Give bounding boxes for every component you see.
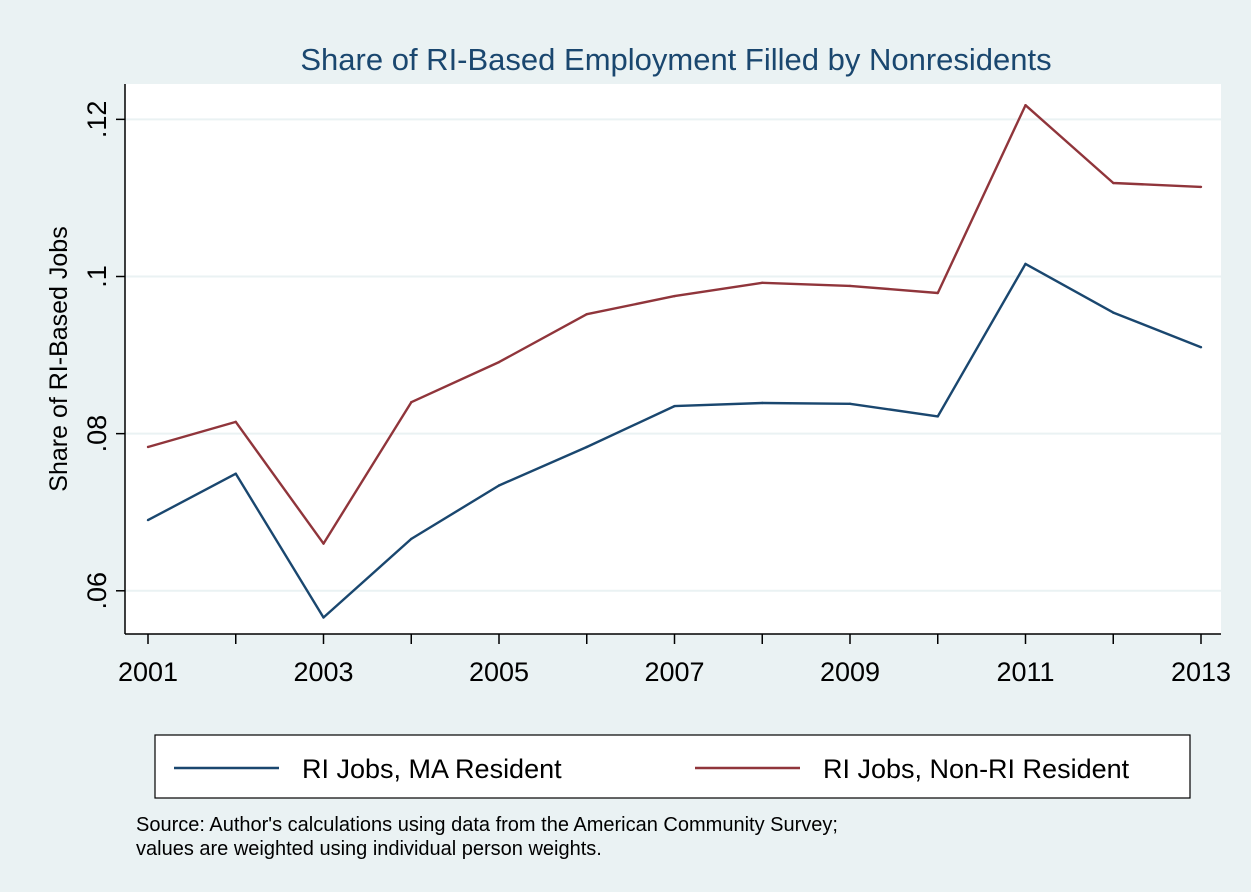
series-1-point bbox=[936, 415, 939, 418]
legend-box bbox=[154, 734, 1191, 799]
chart-title: Share of RI-Based Employment Filled by N… bbox=[300, 42, 1051, 77]
series-2-point bbox=[673, 294, 676, 298]
series-1-point bbox=[761, 401, 764, 405]
note-line-1: Source: Author's calculations using data… bbox=[136, 814, 838, 836]
x-tick-label: 2007 bbox=[644, 657, 704, 687]
series-2-point bbox=[410, 401, 413, 404]
x-tick-label: 2013 bbox=[1171, 657, 1231, 687]
series-2-point bbox=[761, 281, 764, 284]
y-tick-label: .1 bbox=[82, 265, 112, 288]
y-tick-label: .12 bbox=[82, 101, 112, 139]
x-tick-label: 2003 bbox=[293, 657, 353, 687]
series-1-point bbox=[497, 484, 501, 487]
plot-area bbox=[125, 84, 1221, 634]
legend: RI Jobs, MA Resident RI Jobs, Non-RI Resi… bbox=[174, 754, 1130, 784]
x-tick-label: 2005 bbox=[469, 657, 529, 687]
series-1-point bbox=[585, 445, 588, 449]
series-2-point bbox=[146, 445, 150, 449]
y-axis-label: Share of RI-Based Jobs bbox=[45, 226, 73, 491]
y-ticks: .06 .08 .1 .12 bbox=[82, 101, 125, 610]
series-lines bbox=[146, 103, 1203, 619]
series-2-point bbox=[322, 542, 325, 545]
x-tick-label: 2009 bbox=[820, 657, 880, 687]
series-2-point bbox=[234, 420, 237, 424]
series-2-point bbox=[936, 291, 939, 295]
series-1-point bbox=[1024, 262, 1027, 266]
series-2-point bbox=[1024, 104, 1027, 107]
series-2-point bbox=[1112, 181, 1115, 185]
series-1-point bbox=[1112, 311, 1115, 314]
series-1-point bbox=[410, 537, 413, 541]
series-2-point bbox=[848, 284, 852, 288]
series-1-point bbox=[673, 404, 676, 408]
y-tick-label: .06 bbox=[82, 572, 112, 610]
series-2-point bbox=[497, 360, 501, 364]
series-2-point bbox=[1199, 185, 1203, 189]
series-2-point bbox=[585, 313, 588, 316]
series-1-point bbox=[848, 402, 852, 405]
series-1-point bbox=[322, 616, 325, 619]
x-tick-label: 2011 bbox=[996, 657, 1054, 687]
y-tick-label: .08 bbox=[82, 415, 112, 453]
legend-label-2: RI Jobs, Non-RI Resident bbox=[823, 754, 1130, 784]
x-tick-label: 2001 bbox=[118, 657, 178, 687]
legend-label-1: RI Jobs, MA Resident bbox=[302, 754, 562, 784]
x-ticks: 2001 2003 2005 2007 2009 2011 2013 bbox=[118, 634, 1231, 687]
note-line-2: values are weighted using individual per… bbox=[136, 838, 602, 860]
series-1-point bbox=[1199, 346, 1203, 349]
series-1-point bbox=[234, 472, 237, 475]
series-1-point bbox=[146, 518, 150, 522]
